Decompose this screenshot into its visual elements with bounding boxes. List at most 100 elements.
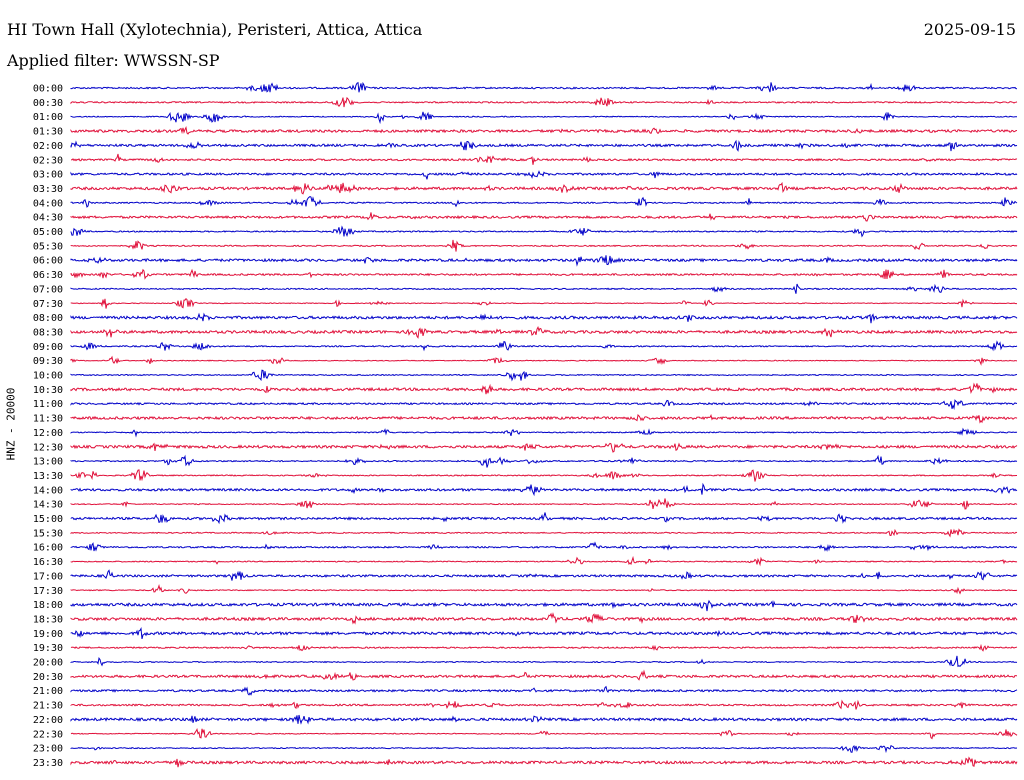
row-time-label: 20:00 — [33, 658, 63, 669]
trace-line — [70, 355, 1018, 366]
trace-line — [70, 340, 1018, 352]
trace-line — [70, 612, 1018, 625]
row-time-label: 04:00 — [33, 198, 63, 209]
row-time-label: 00:30 — [33, 98, 63, 109]
trace-line — [70, 469, 1017, 482]
row-time-label: 09:00 — [33, 342, 63, 353]
trace-line — [70, 297, 1017, 309]
trace-line — [70, 482, 1018, 497]
trace-line — [70, 81, 1018, 93]
trace-line — [70, 427, 1018, 438]
row-time-label: 17:00 — [33, 571, 63, 582]
row-time-label: 13:00 — [33, 457, 63, 468]
row-time-label: 23:00 — [33, 744, 63, 755]
row-time-label: 03:00 — [33, 170, 63, 181]
trace-line — [70, 225, 1018, 238]
trace-line — [70, 442, 1018, 453]
trace-line — [70, 699, 1018, 710]
row-time-label: 02:30 — [33, 155, 63, 166]
trace-line — [70, 583, 1018, 595]
row-time-label: 08:00 — [33, 313, 63, 324]
trace-line — [70, 744, 1018, 754]
row-time-label: 20:30 — [33, 672, 63, 683]
row-time-label: 18:00 — [33, 600, 63, 611]
trace-line — [70, 399, 1017, 410]
trace-line — [70, 454, 1018, 468]
row-time-label: 19:30 — [33, 643, 63, 654]
trace-line — [70, 413, 1018, 424]
trace-line — [70, 655, 1018, 668]
row-time-label: 06:00 — [33, 256, 63, 267]
row-time-label: 12:00 — [33, 428, 63, 439]
row-time-label: 15:00 — [33, 514, 63, 525]
row-time-label: 23:30 — [33, 758, 63, 769]
row-time-label: 12:30 — [33, 442, 63, 453]
row-time-label: 13:30 — [33, 471, 63, 482]
trace-line — [70, 126, 1018, 135]
trace-line — [70, 369, 1018, 382]
trace-line — [70, 541, 1018, 552]
trace-line — [70, 153, 1018, 165]
row-time-label: 21:30 — [33, 701, 63, 712]
trace-line — [70, 268, 1018, 280]
trace-line — [70, 627, 1018, 640]
row-time-label: 17:30 — [33, 586, 63, 597]
row-time-label: 09:30 — [33, 356, 63, 367]
trace-line — [70, 325, 1018, 339]
trace-line — [70, 139, 1018, 152]
trace-line — [70, 569, 1018, 581]
trace-line — [70, 669, 1017, 681]
trace-line — [70, 382, 1018, 395]
trace-line — [70, 643, 1018, 652]
row-time-label: 14:00 — [33, 485, 63, 496]
row-time-label: 14:30 — [33, 500, 63, 511]
trace-line — [70, 512, 1018, 525]
row-time-label: 18:30 — [33, 614, 63, 625]
row-time-label: 02:00 — [33, 141, 63, 152]
trace-line — [70, 96, 1018, 108]
trace-line — [70, 255, 1018, 267]
row-time-label: 11:00 — [33, 399, 63, 410]
row-time-label: 19:00 — [33, 629, 63, 640]
row-time-label: 10:00 — [33, 371, 63, 382]
date-label: 2025-09-15 — [923, 20, 1016, 39]
row-time-label: 16:30 — [33, 557, 63, 568]
trace-line — [70, 212, 1018, 222]
trace-line — [70, 170, 1018, 180]
station-title: HI Town Hall (Xylotechnia), Peristeri, A… — [7, 20, 423, 39]
trace-line — [70, 728, 1018, 740]
row-time-label: 21:00 — [33, 686, 63, 697]
trace-line — [70, 714, 1018, 725]
trace-line — [70, 756, 1018, 768]
row-time-label: 01:00 — [33, 112, 63, 123]
row-time-label: 11:30 — [33, 414, 63, 425]
row-time-label: 07:00 — [33, 284, 63, 295]
row-time-label: 04:30 — [33, 213, 63, 224]
row-time-label: 00:00 — [33, 84, 63, 95]
row-time-label: 03:30 — [33, 184, 63, 195]
row-time-label: 08:30 — [33, 327, 63, 338]
trace-line — [70, 181, 1018, 195]
row-time-label: 10:30 — [33, 385, 63, 396]
trace-line — [70, 528, 1018, 538]
trace-line — [70, 283, 1018, 294]
trace-line — [70, 498, 1018, 510]
row-time-label: 15:30 — [33, 528, 63, 539]
row-time-label: 05:00 — [33, 227, 63, 238]
trace-line — [70, 111, 1017, 125]
row-time-label: 06:30 — [33, 270, 63, 281]
row-time-label: 01:30 — [33, 127, 63, 138]
trace-line — [70, 239, 1018, 252]
trace-line — [70, 685, 1018, 696]
row-time-label: 05:30 — [33, 241, 63, 252]
row-time-label: 16:00 — [33, 543, 63, 554]
trace-line — [70, 196, 1018, 208]
filter-label: Applied filter: WWSSN-SP — [7, 51, 220, 70]
trace-line — [70, 555, 1018, 567]
row-time-label: 22:30 — [33, 729, 63, 740]
trace-line — [70, 312, 1018, 324]
row-time-label: 22:00 — [33, 715, 63, 726]
row-time-label: 07:30 — [33, 299, 63, 310]
trace-line — [70, 599, 1018, 612]
